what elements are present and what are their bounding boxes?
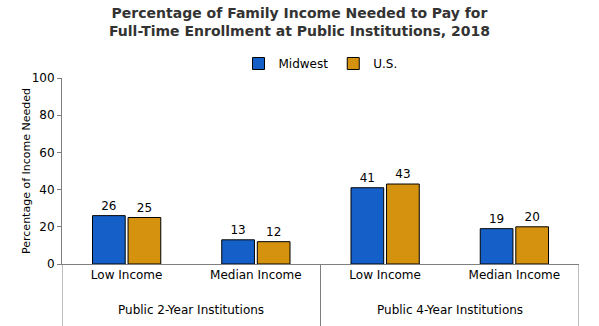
svg-text:12: 12 (266, 225, 281, 239)
svg-text:Low Income: Low Income (91, 268, 163, 282)
svg-text:20: 20 (39, 220, 54, 234)
svg-text:80: 80 (39, 108, 54, 122)
svg-text:19: 19 (489, 212, 504, 226)
svg-text:Low Income: Low Income (349, 268, 421, 282)
svg-text:0: 0 (47, 257, 55, 271)
svg-text:Midwest: Midwest (279, 57, 329, 71)
svg-text:Percentage of Family Income Ne: Percentage of Family Income Needed to Pa… (109, 5, 490, 39)
svg-text:U.S.: U.S. (373, 57, 397, 71)
svg-text:Public 2-Year Institutions: Public 2-Year Institutions (118, 303, 264, 317)
svg-text:26: 26 (101, 199, 116, 213)
svg-text:Median Income: Median Income (469, 268, 561, 282)
svg-text:20: 20 (525, 210, 540, 224)
svg-text:100: 100 (32, 71, 55, 85)
svg-text:13: 13 (230, 223, 245, 237)
svg-text:41: 41 (360, 171, 375, 185)
svg-text:Public 4-Year Institutions: Public 4-Year Institutions (377, 303, 523, 317)
svg-text:43: 43 (395, 167, 410, 181)
svg-text:60: 60 (39, 146, 54, 160)
svg-text:25: 25 (137, 201, 152, 215)
svg-text:Median Income: Median Income (210, 268, 302, 282)
svg-text:Percentage of Income Needed: Percentage of Income Needed (20, 88, 33, 254)
svg-text:40: 40 (39, 183, 54, 197)
